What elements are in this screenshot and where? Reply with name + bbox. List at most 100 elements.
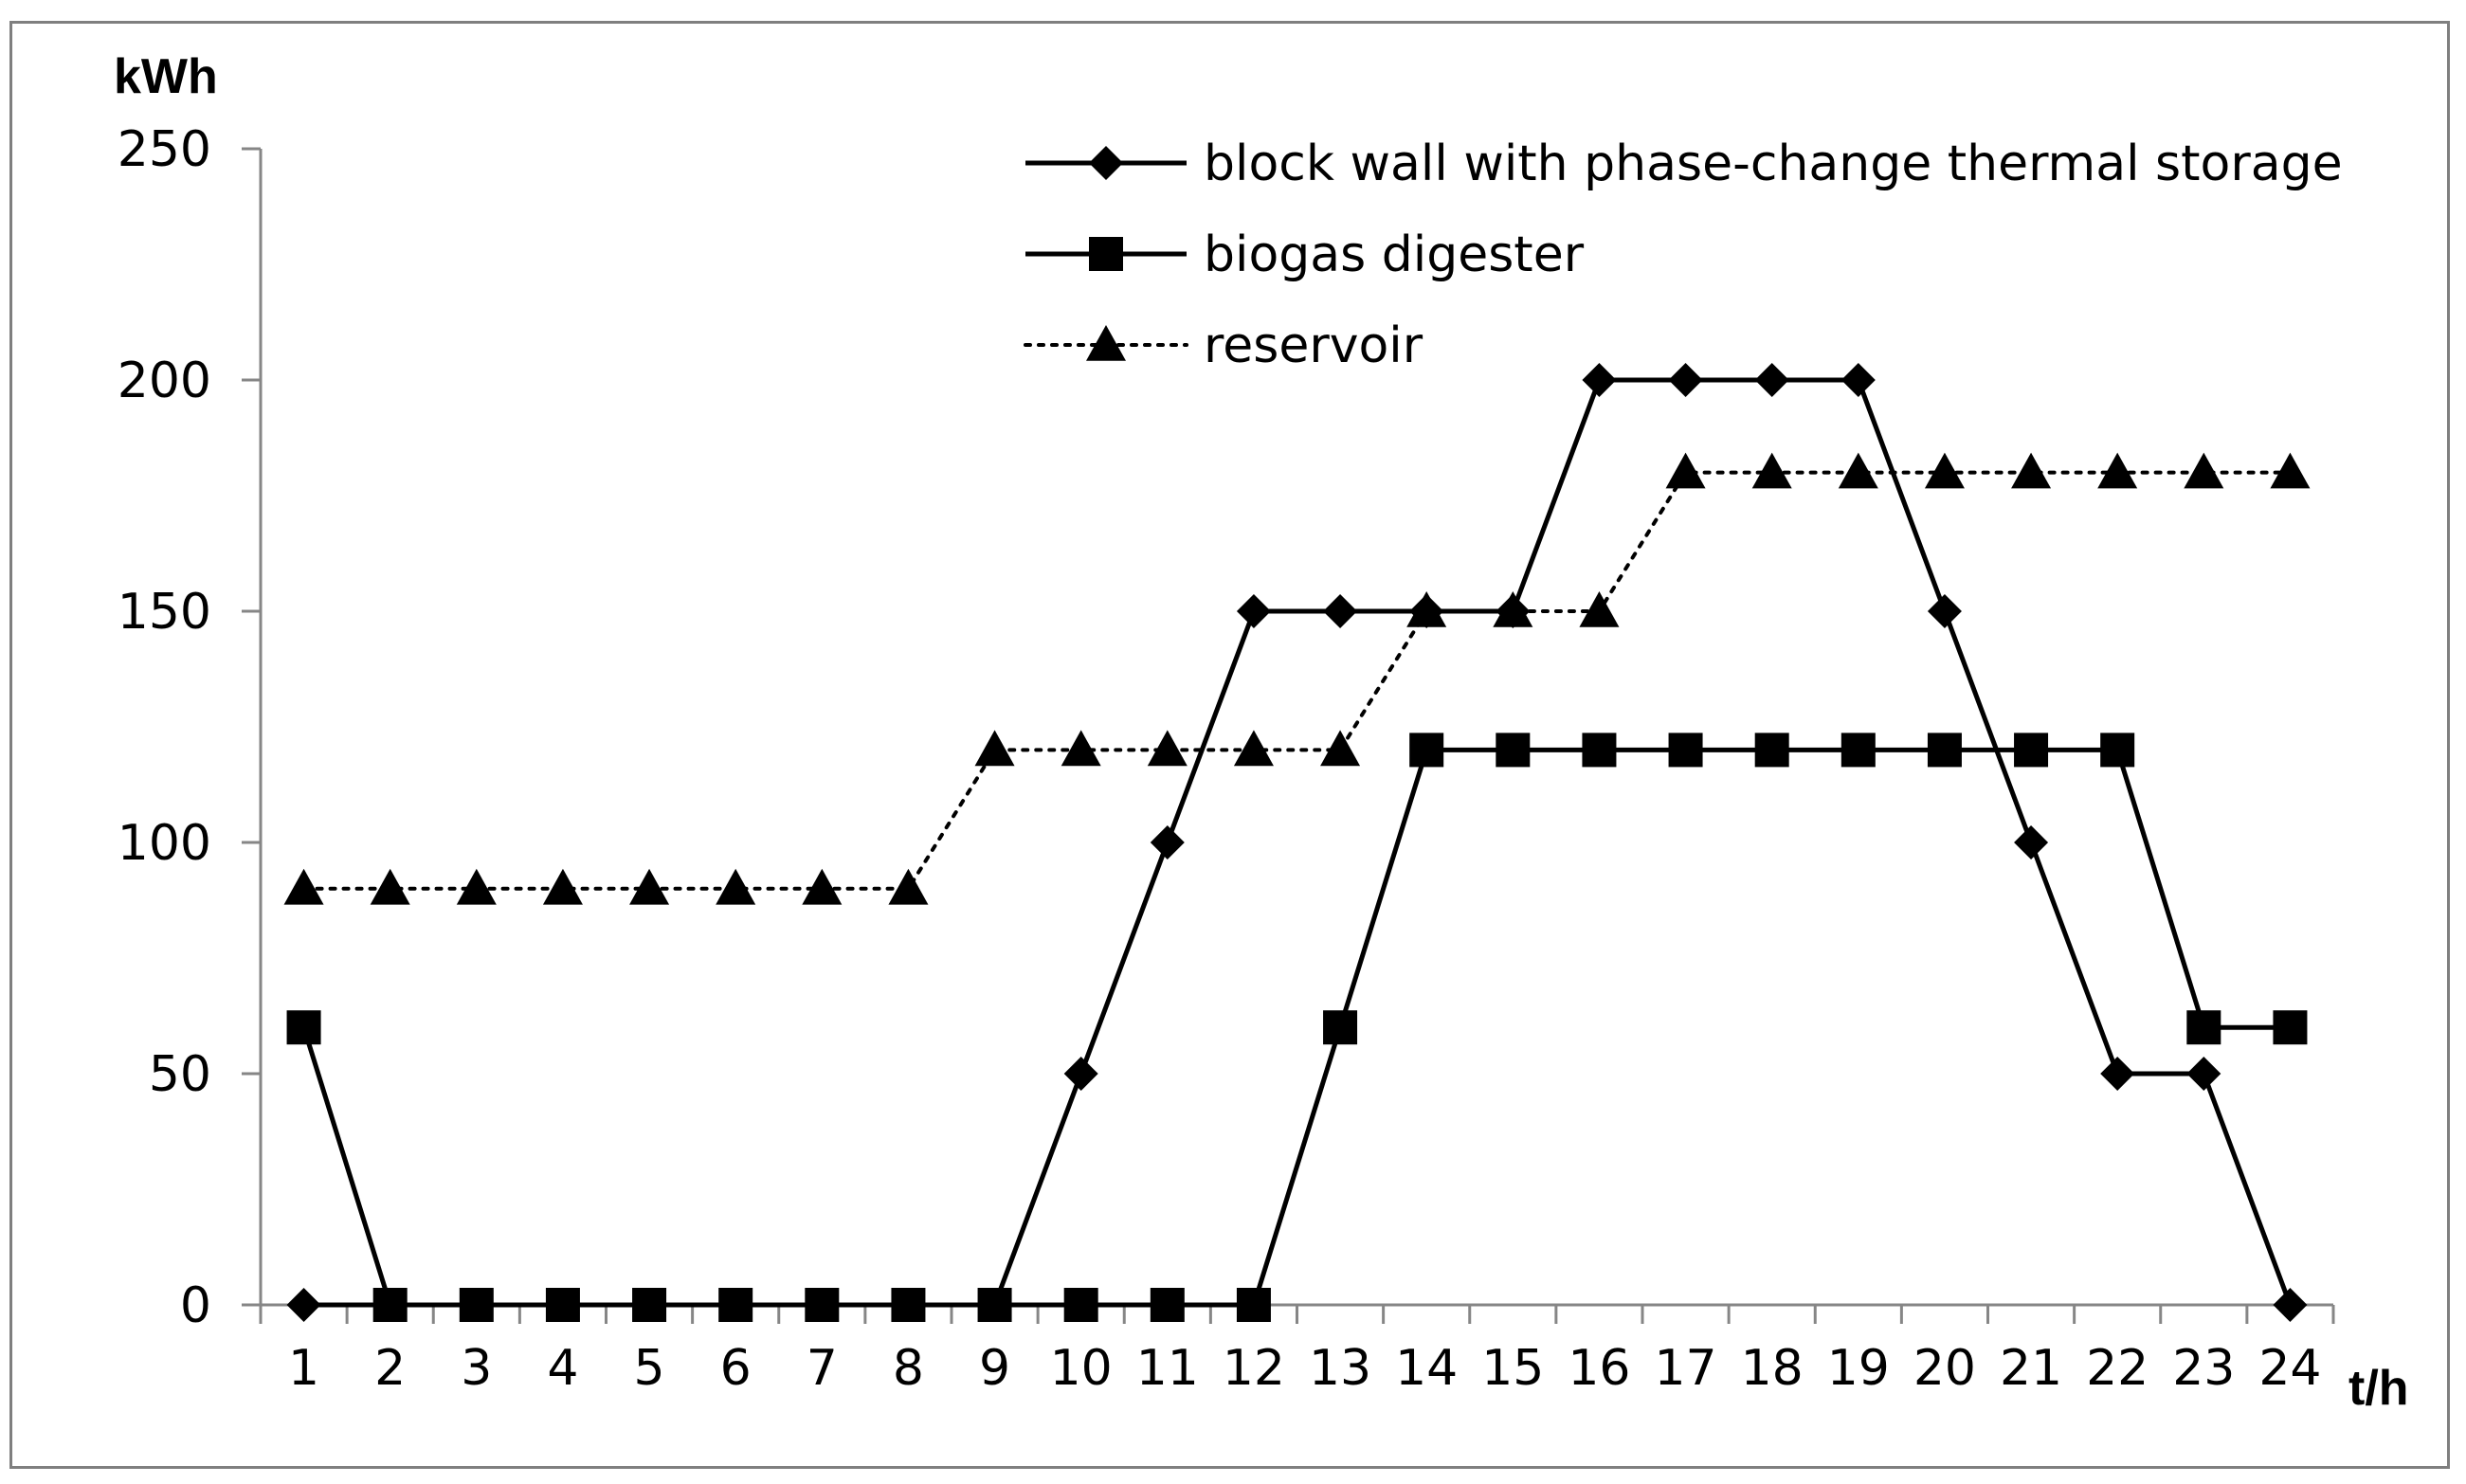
data-point: [283, 868, 324, 905]
data-point: [2184, 452, 2224, 489]
data-point: [1840, 363, 1876, 397]
x-tick-label: 11: [1136, 1340, 1199, 1397]
data-point: [1493, 591, 1533, 627]
x-tick-label: 23: [2172, 1340, 2235, 1397]
x-tick-label: 4: [547, 1340, 578, 1397]
data-point: [456, 868, 497, 905]
x-tick-label: 17: [1654, 1340, 1716, 1397]
data-point: [2011, 452, 2052, 489]
legend-marker: [1089, 237, 1123, 271]
series-1: [286, 363, 2308, 1322]
data-point: [1840, 733, 1876, 768]
x-tick-label: 15: [1481, 1340, 1544, 1397]
data-point: [888, 868, 929, 905]
data-point: [1409, 733, 1444, 768]
legend-label: biogas digester: [1204, 226, 1585, 283]
data-point: [1063, 1288, 1098, 1322]
data-point: [1927, 594, 1962, 628]
data-point: [1236, 594, 1271, 628]
data-point: [286, 1288, 321, 1322]
y-tick-label: 250: [118, 121, 211, 178]
x-tick-label: 14: [1395, 1340, 1458, 1397]
data-point: [1665, 452, 1706, 489]
data-point: [545, 1288, 580, 1322]
data-point: [2014, 733, 2049, 768]
data-point: [459, 1288, 494, 1322]
data-point: [629, 868, 670, 905]
legend-marker: [1086, 325, 1126, 361]
data-point: [1582, 363, 1617, 397]
y-tick-label: 50: [149, 1046, 211, 1103]
legend-entry-1: block wall with phase-change thermal sto…: [1025, 136, 2343, 192]
data-point: [974, 730, 1015, 767]
x-tick-label: 18: [1741, 1340, 1804, 1397]
data-point: [2100, 1057, 2135, 1091]
data-point: [372, 1288, 408, 1322]
legend-entry-3: reservoir: [1024, 317, 1423, 374]
y-tick-label: 150: [118, 584, 211, 641]
data-point: [2270, 452, 2311, 489]
x-tick-label: 24: [2258, 1340, 2321, 1397]
x-tick-label: 7: [807, 1340, 838, 1397]
series-line: [301, 747, 2291, 1308]
data-point: [1582, 733, 1617, 768]
x-tick-label: 5: [634, 1340, 665, 1397]
data-point: [1754, 733, 1789, 768]
x-tick-label: 10: [1050, 1340, 1113, 1397]
legend-label: reservoir: [1204, 317, 1423, 374]
data-point: [1668, 363, 1703, 397]
series-2: [286, 733, 2308, 1322]
data-point: [891, 1288, 926, 1322]
y-tick-label: 200: [118, 353, 211, 409]
data-point: [2273, 1010, 2308, 1045]
data-point: [1150, 1288, 1185, 1322]
data-point: [1236, 1288, 1271, 1322]
data-point: [1150, 825, 1185, 860]
legend: block wall with phase-change thermal sto…: [1024, 136, 2343, 374]
data-point: [1579, 591, 1620, 627]
data-point: [716, 868, 756, 905]
series-line: [301, 470, 2293, 891]
data-point: [1061, 730, 1101, 767]
data-point: [1924, 452, 1965, 489]
data-point: [1233, 730, 1274, 767]
x-tick-label: 3: [461, 1340, 492, 1397]
data-point: [1496, 733, 1531, 768]
data-point: [632, 1288, 667, 1322]
x-tick-label: 16: [1568, 1340, 1630, 1397]
x-tick-label: 8: [893, 1340, 924, 1397]
x-tick-label: 20: [1913, 1340, 1976, 1397]
data-point: [977, 1288, 1012, 1322]
data-point: [1063, 1057, 1098, 1091]
x-tick-label: 21: [2000, 1340, 2062, 1397]
data-point: [1754, 363, 1789, 397]
x-tick-label: 9: [979, 1340, 1010, 1397]
data-point: [802, 868, 843, 905]
data-point: [1838, 452, 1878, 489]
y-tick-label: 100: [118, 815, 211, 872]
x-tick-label: 1: [288, 1340, 319, 1397]
x-tick-label: 12: [1223, 1340, 1285, 1397]
data-point: [1323, 1010, 1358, 1045]
x-tick-label: 13: [1309, 1340, 1371, 1397]
y-axis-label: kWh: [114, 49, 218, 104]
data-point: [2186, 1010, 2221, 1045]
x-tick-label: 19: [1827, 1340, 1890, 1397]
data-point: [2097, 452, 2138, 489]
data-point: [2186, 1057, 2221, 1091]
x-axis-label: t/h: [2348, 1361, 2409, 1416]
x-tick-label: 22: [2086, 1340, 2149, 1397]
x-tick-label: 2: [374, 1340, 406, 1397]
data-point: [1927, 733, 1962, 768]
data-point: [542, 868, 583, 905]
legend-entry-2: biogas digester: [1025, 226, 1585, 283]
data-point: [286, 1010, 321, 1045]
data-point: [2273, 1288, 2308, 1322]
data-point: [805, 1288, 840, 1322]
legend-marker: [1089, 146, 1123, 180]
data-point: [2100, 733, 2135, 768]
data-point: [1406, 591, 1447, 627]
data-point: [2014, 825, 2049, 860]
series-3: [283, 452, 2311, 905]
